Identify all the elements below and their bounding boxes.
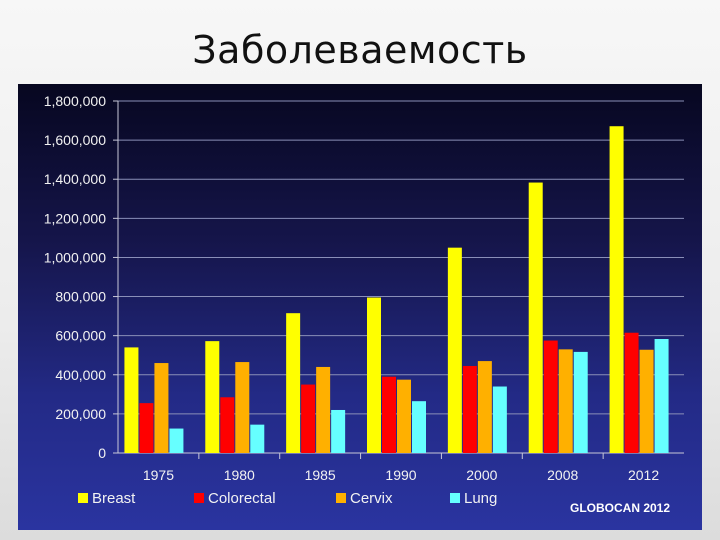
x-tick-label: 1980 — [224, 467, 255, 483]
bar-cervix-1990 — [397, 379, 411, 453]
x-tick-label: 1990 — [385, 467, 416, 483]
bar-cervix-2012 — [639, 349, 654, 453]
x-tick-label: 2008 — [547, 467, 578, 483]
legend-label-cervix: Cervix — [350, 490, 393, 507]
x-tick-label: 2000 — [466, 467, 497, 483]
bar-breast-1980 — [205, 341, 220, 453]
bar-cervix-1985 — [316, 366, 331, 453]
bar-lung-2000 — [492, 386, 507, 453]
y-tick-label: 0 — [98, 445, 106, 461]
gridlines — [118, 100, 684, 415]
chart-panel: 1975 1980 1985 1990 2000 2008 2012 0 200,000 400… — [18, 84, 702, 530]
legend-swatch-colorectal — [194, 493, 204, 503]
legend-swatch-breast — [78, 493, 88, 503]
bar-breast-2012 — [609, 126, 624, 453]
legend-label-breast: Breast — [92, 490, 136, 507]
bar-cervix-1975 — [154, 363, 169, 453]
bar-cervix-2000 — [477, 361, 492, 453]
bar-colorectal-2012 — [624, 332, 639, 453]
legend-swatch-cervix — [336, 493, 346, 503]
bar-breast-1990 — [367, 297, 381, 453]
x-tick-label: 1975 — [143, 467, 174, 483]
y-tick-label: 1,400,000 — [44, 171, 106, 187]
bar-breast-2008 — [528, 182, 543, 453]
y-tick-label: 1,200,000 — [44, 210, 106, 226]
bars — [124, 126, 669, 453]
y-tick-label: 1,000,000 — [44, 249, 106, 265]
y-tick-label: 400,000 — [55, 367, 106, 383]
x-tick-label: 1985 — [305, 467, 336, 483]
bar-lung-1975 — [169, 428, 184, 453]
y-tick-label: 200,000 — [55, 406, 106, 422]
bar-colorectal-1985 — [301, 384, 316, 453]
legend-swatch-lung — [450, 493, 460, 503]
legend: Breast Colorectal Cervix Lung — [78, 490, 497, 507]
bar-colorectal-1975 — [139, 403, 154, 453]
bar-colorectal-1980 — [220, 397, 235, 453]
bar-lung-1985 — [331, 409, 346, 453]
y-tick-label: 600,000 — [55, 328, 106, 344]
bar-cervix-2008 — [558, 349, 573, 453]
legend-label-lung: Lung — [464, 490, 497, 507]
bar-lung-1980 — [250, 424, 265, 453]
x-tick-labels: 1975 1980 1985 1990 2000 2008 2012 — [143, 467, 660, 483]
source-note: GLOBOCAN 2012 — [570, 501, 670, 515]
y-tick-label: 1,800,000 — [44, 93, 106, 109]
bar-breast-2000 — [447, 247, 462, 453]
bar-lung-2008 — [573, 351, 588, 453]
bar-lung-2012 — [654, 338, 669, 453]
y-tick-label: 1,600,000 — [44, 132, 106, 148]
bar-cervix-1980 — [235, 362, 250, 453]
y-tick-labels: 0 200,000 400,000 600,000 800,000 1,000,000 1,… — [44, 93, 107, 461]
bar-colorectal-1990 — [382, 376, 396, 453]
bar-lung-1990 — [412, 401, 426, 453]
bar-colorectal-2000 — [462, 365, 477, 453]
legend-label-colorectal: Colorectal — [208, 490, 276, 507]
bar-breast-1985 — [286, 313, 301, 453]
bar-breast-1975 — [124, 347, 139, 453]
bar-colorectal-2008 — [543, 340, 558, 453]
x-tick-label: 2012 — [628, 467, 659, 483]
slide-title: Заболеваемость — [192, 28, 528, 72]
bar-chart: 1975 1980 1985 1990 2000 2008 2012 0 200,000 400… — [44, 93, 684, 515]
y-tick-label: 800,000 — [55, 289, 106, 305]
